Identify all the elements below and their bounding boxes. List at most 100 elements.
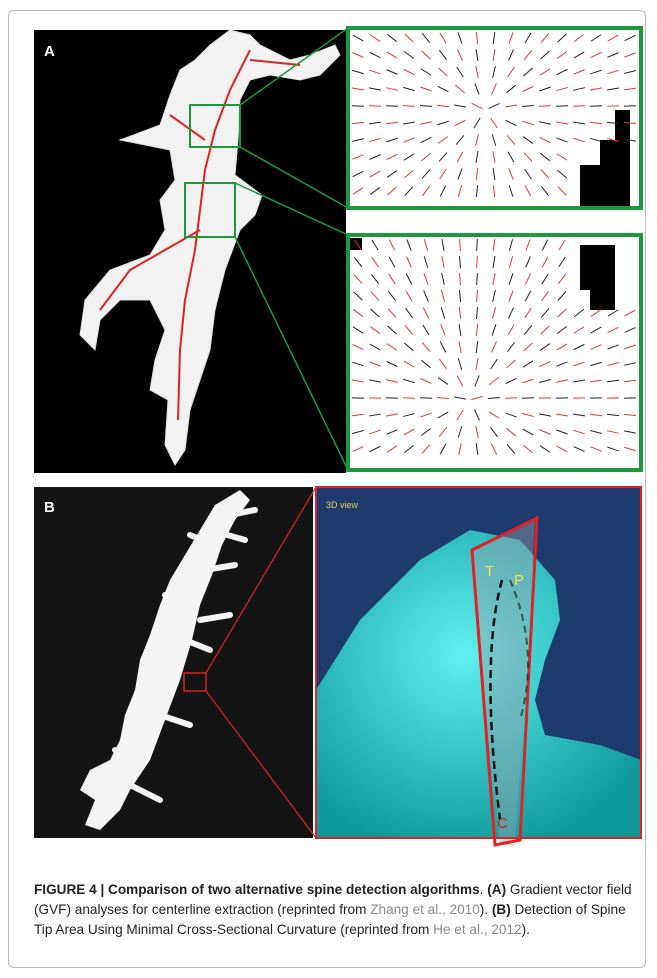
vector-arrow <box>386 137 398 143</box>
vector-arrow <box>370 273 380 285</box>
vector-arrow <box>607 344 619 350</box>
inset-top <box>348 28 641 208</box>
vector-arrow <box>421 33 431 43</box>
vector-arrow <box>388 273 396 285</box>
vector-arrow <box>453 104 467 108</box>
vector-arrow <box>423 256 429 268</box>
vector-arrow <box>555 413 569 417</box>
vector-arrow <box>607 34 619 42</box>
vector-arrow <box>420 428 432 436</box>
vector-arrow <box>419 397 433 399</box>
vector-arrow <box>386 51 398 59</box>
vector-arrow <box>368 121 382 125</box>
vector-arrow <box>439 168 447 180</box>
vector-arrow <box>525 256 531 268</box>
vector-arrow <box>590 326 602 334</box>
vector-arrow <box>606 121 620 125</box>
vector-arrow <box>386 69 398 75</box>
vector-arrow <box>475 48 479 62</box>
inset-border <box>346 233 643 472</box>
vector-arrow <box>352 361 364 367</box>
vector-arrow <box>624 34 636 42</box>
vector-arrow <box>457 426 463 438</box>
vector-arrow <box>508 168 514 180</box>
vector-arrow <box>556 361 568 367</box>
vector-arrow <box>540 325 550 335</box>
vector-arrow <box>386 170 398 178</box>
vector-arrow <box>539 121 551 125</box>
vector-arrow <box>371 256 379 268</box>
vector-arrow <box>573 429 585 435</box>
vector-arrow <box>539 68 551 76</box>
vector-arrow <box>557 291 567 301</box>
vector-arrow <box>524 273 532 285</box>
vector-arrow <box>556 153 568 161</box>
vector-arrow <box>457 185 463 197</box>
vector-arrow <box>457 49 463 61</box>
vector-arrow <box>523 444 533 454</box>
vector-arrow <box>436 104 450 108</box>
vector-arrow <box>492 66 496 78</box>
vector-arrow <box>352 446 364 452</box>
vector-arrow <box>492 273 496 285</box>
vector-arrow <box>459 272 461 286</box>
vector-arrow <box>504 397 518 399</box>
vector-arrow <box>624 344 636 350</box>
vector-arrow <box>522 136 534 144</box>
vector-arrow <box>369 154 381 160</box>
vector-arrow <box>522 85 534 93</box>
vector-arrow <box>572 413 586 417</box>
vector-arrow <box>623 379 637 383</box>
vector-arrow <box>556 445 568 453</box>
vector-arrow <box>523 152 533 162</box>
vector-arrow <box>420 68 432 76</box>
plane-border <box>470 515 539 847</box>
vector-arrow <box>541 290 549 302</box>
vector-arrow <box>556 429 568 435</box>
vector-arrow <box>403 121 415 125</box>
vector-arrow <box>387 186 397 196</box>
vector-arrow <box>558 239 566 251</box>
vector-arrow <box>475 442 479 456</box>
vector-arrow <box>457 168 463 180</box>
vector-arrow <box>539 445 551 453</box>
vector-arrow <box>573 87 585 91</box>
vector-arrow <box>589 121 603 125</box>
vector-arrow <box>624 362 636 366</box>
curve <box>489 579 504 821</box>
vector-arrow <box>607 52 619 58</box>
vector-arrow <box>369 137 381 143</box>
caption-text: (A) <box>487 882 507 897</box>
vector-arrow <box>441 290 445 302</box>
vector-arrow <box>590 51 602 59</box>
vector-arrow <box>406 256 412 268</box>
vector-arrow <box>352 379 364 383</box>
vector-arrow <box>589 413 603 417</box>
vector-arrow <box>490 117 498 129</box>
vector-arrow <box>437 120 449 126</box>
vector-arrow <box>573 326 585 334</box>
citation-link[interactable]: He et al., 2012 <box>433 922 522 937</box>
vector-arrow <box>454 396 466 400</box>
vector-arrow <box>420 412 432 418</box>
vector-arrow <box>506 135 516 145</box>
vector-arrow <box>386 445 398 453</box>
vector-arrow <box>403 86 415 92</box>
vector-arrow <box>370 308 380 318</box>
vector-arrow <box>507 66 515 78</box>
vector-arrow <box>437 85 449 93</box>
citation-link[interactable]: Zhang et al., 2010 <box>370 902 480 917</box>
vector-arrow <box>508 273 514 285</box>
vector-arrow <box>369 343 381 351</box>
vector-arrow <box>573 51 585 59</box>
vector-arrow <box>590 87 602 91</box>
vector-arrow <box>558 256 566 268</box>
vector-arrow <box>492 48 496 62</box>
zoom-line <box>239 146 349 209</box>
vector-arrow <box>440 307 446 319</box>
vector-arrow <box>508 32 514 44</box>
vector-arrow <box>404 186 414 196</box>
figure-frame <box>8 10 646 968</box>
vector-arrow <box>573 379 585 383</box>
vector-arrow <box>352 308 364 318</box>
